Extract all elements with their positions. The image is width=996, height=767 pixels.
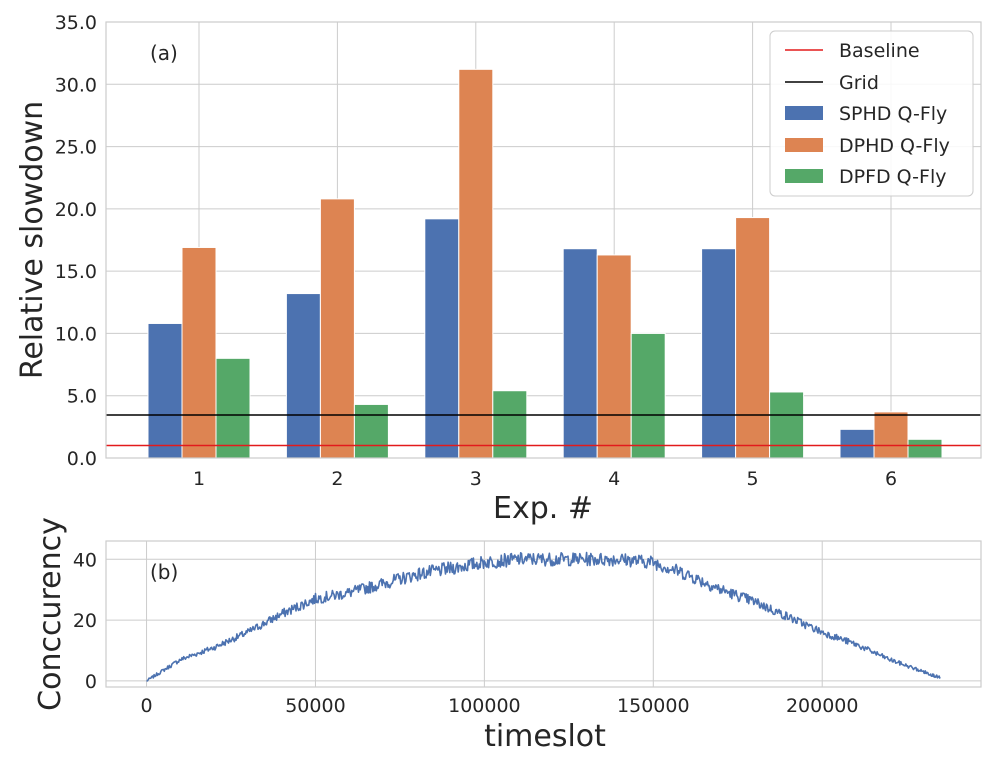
bar-dphd-q-fly-exp-4 [596,254,632,459]
concurrency-line [146,551,941,682]
bar-sphd-q-fly-exp-2 [285,293,321,459]
slowdown-x-ticks: 1 2 3 4 5 6 [193,468,897,490]
bar-dphd-q-fly-exp-5 [735,217,771,459]
bar-dpfd-q-fly-exp-5 [769,391,805,459]
slowdown-x-tick-label: 6 [885,468,897,490]
legend-swatch-dpfd [785,169,823,183]
concurrency-x-axis-label: timeslot [484,719,606,754]
bar-sphd-q-fly-exp-6 [839,428,875,459]
bar-sphd-q-fly-exp-1 [147,322,183,459]
panel-b-label: (b) [150,560,178,584]
legend-label-dphd: DPHD Q-Fly [839,135,950,157]
slowdown-y-tick-label: 30.0 [55,74,97,96]
slowdown-y-tick-label: 5.0 [67,386,97,408]
slowdown-x-tick-label: 5 [747,468,759,490]
concurrency-y-tick-label: 40 [73,549,97,571]
bar-sphd-q-fly-exp-4 [562,248,598,459]
concurrency-x-tick-label: 200000 [786,695,859,717]
slowdown-y-tick-label: 0.0 [67,448,97,470]
slowdown-y-tick-label: 20.0 [55,199,97,221]
slowdown-bars [147,68,943,459]
bar-dpfd-q-fly-exp-1 [215,357,251,459]
slowdown-y-axis-label: Relative slowdown [15,101,50,379]
concurrency-x-tick-label: 100000 [448,695,521,717]
slowdown-y-ticks: 0.0 5.0 10.0 15.0 20.0 25.0 30.0 35.0 [55,12,97,470]
slowdown-y-tick-label: 35.0 [55,12,97,34]
bar-dphd-q-fly-exp-3 [458,68,494,459]
legend-box [769,30,974,197]
concurrency-x-tick-label: 150000 [617,695,690,717]
reference-lines [106,414,981,447]
slowdown-y-tick-label: 10.0 [55,323,97,345]
bar-dphd-q-fly-exp-2 [319,198,355,459]
legend-swatch-dphd [785,138,823,152]
slowdown-x-tick-label: 1 [193,468,205,490]
concurrency-chart: 0 20 40 0 50000 100000 150000 200000 (b) times… [33,517,982,754]
slowdown-x-tick-label: 2 [331,468,343,490]
concurrency-y-tick-label: 20 [73,610,97,632]
concurrency-x-tick-label: 50000 [285,695,345,717]
slowdown-chart: 0.0 5.0 10.0 15.0 20.0 25.0 30.0 35.0 1 2 3 4 5 6 (a… [15,12,982,526]
concurrency-y-tick-label: 0 [85,671,97,693]
bar-sphd-q-fly-exp-3 [424,218,460,459]
bar-sphd-q-fly-exp-5 [701,248,737,459]
slowdown-plot-frame [105,21,982,459]
concurrency-grid [106,541,981,687]
bar-dpfd-q-fly-exp-3 [492,390,528,459]
concurrency-x-ticks: 0 50000 100000 150000 200000 [140,695,858,717]
concurrency-plot-frame [105,540,982,688]
slowdown-x-axis-label: Exp. # [493,491,593,526]
slowdown-y-tick-label: 25.0 [55,137,97,159]
bar-dpfd-q-fly-exp-6 [907,438,943,459]
concurrency-x-tick-label: 0 [140,695,152,717]
slowdown-x-tick-label: 3 [470,468,482,490]
bar-dpfd-q-fly-exp-2 [353,403,389,459]
bar-dphd-q-fly-exp-6 [873,411,909,459]
legend-label-dpfd: DPFD Q-Fly [839,166,946,188]
legend: Baseline Grid SPHD Q-Fly DPHD Q-Fly DPFD… [769,30,974,197]
slowdown-x-tick-label: 4 [608,468,620,490]
concurrency-y-axis-label: Conccurency [33,517,68,711]
legend-label-sphd: SPHD Q-Fly [839,103,947,125]
concurrency-y-ticks: 0 20 40 [73,549,97,693]
bar-dpfd-q-fly-exp-4 [630,332,666,459]
slowdown-y-tick-label: 15.0 [55,261,97,283]
legend-label-grid: Grid [839,72,879,94]
bar-dphd-q-fly-exp-1 [181,246,217,459]
panel-a-label: (a) [150,41,178,65]
legend-label-baseline: Baseline [839,40,920,62]
legend-swatch-sphd [785,106,823,120]
